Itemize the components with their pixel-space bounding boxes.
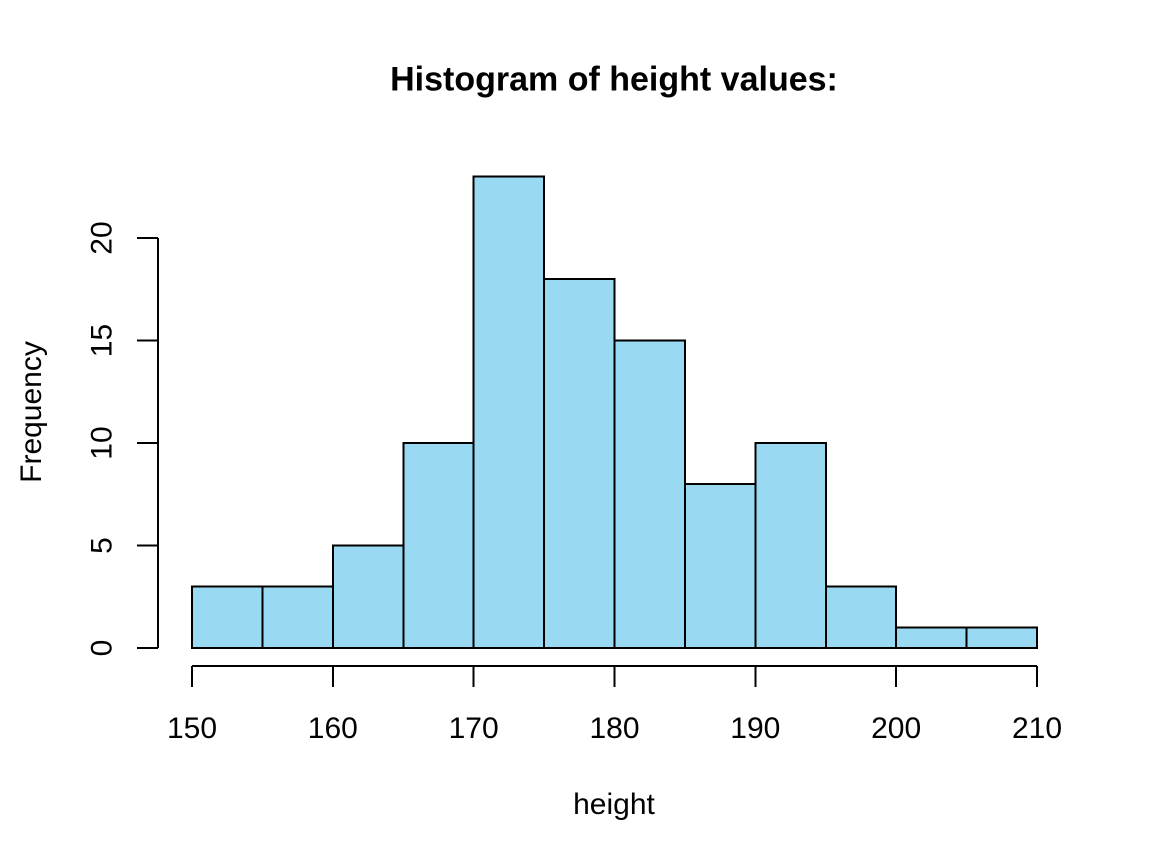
x-tick-label: 210 xyxy=(1012,712,1062,745)
histogram-bar xyxy=(965,626,1038,649)
histogram-bar xyxy=(754,442,827,649)
y-tick-label: 5 xyxy=(86,537,119,554)
x-tick-label: 150 xyxy=(167,712,217,745)
x-tick-label: 200 xyxy=(871,712,921,745)
chart-title: Histogram of height values: xyxy=(390,60,838,99)
histogram-bar xyxy=(402,442,475,649)
histogram-bar xyxy=(895,626,968,649)
histogram-bar xyxy=(824,585,898,649)
histogram-bar xyxy=(543,278,616,649)
histogram-bar xyxy=(331,544,405,649)
histogram-bar xyxy=(472,175,546,649)
histogram-bar xyxy=(683,483,757,649)
x-tick-label: 170 xyxy=(449,712,499,745)
x-axis-label: height xyxy=(573,788,655,821)
y-tick-label: 10 xyxy=(86,426,119,459)
y-tick-label: 15 xyxy=(86,324,119,357)
y-tick-label: 20 xyxy=(86,221,119,254)
histogram-bar xyxy=(613,339,686,649)
x-tick-label: 190 xyxy=(730,712,780,745)
y-tick-label: 0 xyxy=(86,640,119,657)
histogram-bar xyxy=(191,585,264,649)
x-tick-label: 180 xyxy=(589,712,639,745)
x-tick-label: 160 xyxy=(308,712,358,745)
histogram-bar xyxy=(261,585,334,649)
